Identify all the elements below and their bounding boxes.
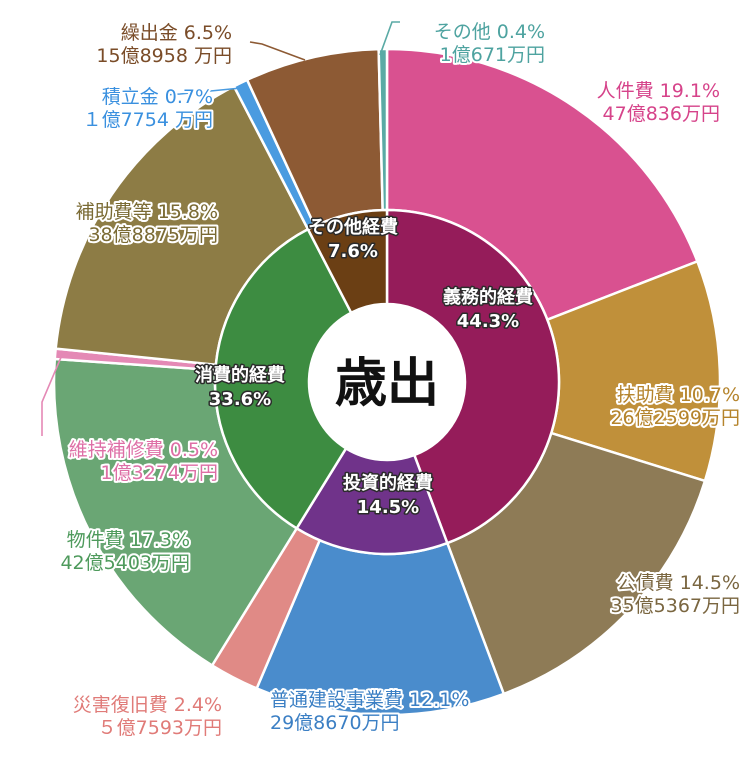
outer-amount-10: 1億671万円 [440,44,545,66]
outer-amount-8: １億7754 万円 [83,109,213,131]
inner-ring [213,208,561,556]
outer-label-9: 繰出金 6.5% [121,22,232,44]
outer-amount-0: 47億836万円 [603,103,720,125]
outer-label-7: 補助費等 15.8% [76,201,218,223]
outer-label-0: 人件費 19.1% [597,80,720,102]
outer-label-5: 物件費 17.3% [67,529,190,551]
leader-line-0 [41,354,63,436]
leader-line-2 [249,41,306,61]
outer-label-6: 維持補修費 0.5% [69,439,218,461]
outer-amount-6: 1億3274万円 [101,462,218,484]
inner-percent-1: 14.5% [357,497,419,518]
inner-labels: 義務的経費 44.3% 投資的経費 14.5% 消費的経費 33.6% その他経費 7.6% [194,215,535,520]
outer-ring [52,47,722,717]
outer-amount-2: 35億5367万円 [610,595,740,617]
inner-label-0: 義務的経費 [443,286,533,308]
leader-lines [41,21,400,436]
outer-label-2: 公債費 14.5% [617,572,740,594]
inner-label-1: 投資的経費 [343,472,433,494]
outer-amount-1: 26億2599万円 [610,407,740,429]
inner-label-3: その他経費 [308,216,398,238]
inner-percent-3: 7.6% [328,241,378,262]
chart-title: 歳出 [335,354,439,414]
outer-label-8: 積立金 0.7% [102,86,213,108]
inner-label-2: 消費的経費 [195,364,285,386]
outer-amount-4: ５億7593万円 [98,717,222,739]
inner-percent-2: 33.6% [209,389,271,410]
outer-amount-3: 29億8670万円 [270,712,400,734]
outer-amount-5: 42億5403万円 [60,552,190,574]
outer-amount-9: 15億8958 万円 [96,45,232,67]
outer-label-4: 災害復旧費 2.4% [73,694,222,716]
outer-label-3: 普通建設事業費 12.1% [270,689,469,711]
center-hole [309,304,465,460]
outer-label-10: その他 0.4% [434,21,545,43]
leader-line-1 [164,87,242,96]
outer-amount-7: 38億8875万円 [88,224,218,246]
inner-percent-0: 44.3% [457,311,519,332]
outer-label-1: 扶助費 10.7% [617,384,740,406]
leader-line-3 [379,21,400,56]
